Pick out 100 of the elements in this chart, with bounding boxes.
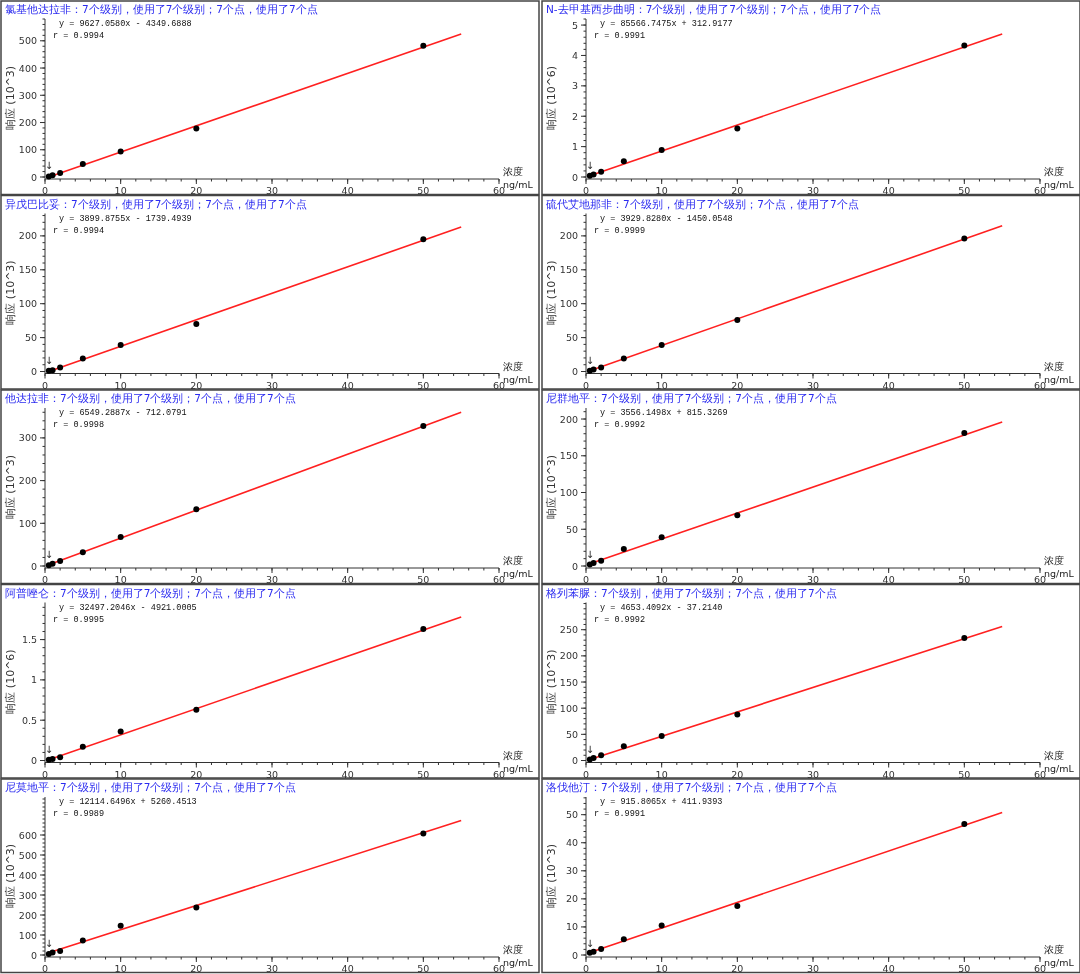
y-tick-label: 100 — [18, 144, 37, 156]
x-tick-label: 10 — [655, 574, 668, 585]
y-tick-label: 200 — [559, 650, 578, 662]
annotation: y = 6549.2887x - 712.0791 — [59, 408, 187, 418]
y-tick-label: 30 — [565, 865, 578, 877]
point — [734, 125, 741, 132]
point — [79, 549, 86, 556]
x-axis-title: 浓度 ng/mL — [1044, 749, 1075, 774]
y-tick-label: 0 — [30, 171, 37, 183]
point — [57, 364, 64, 371]
annotation: y = 9627.0580x - 4349.6888 — [59, 19, 192, 29]
x-tick-label: 40 — [882, 963, 895, 974]
x-tick-label: 0 — [41, 379, 49, 391]
x-tick-label: 10 — [114, 768, 127, 780]
y-tick-label: 100 — [559, 487, 578, 499]
point — [193, 125, 200, 132]
point — [420, 236, 427, 243]
y-tick-label: 40 — [565, 837, 578, 849]
x-tick-label: 50 — [417, 185, 430, 196]
x-tick-label: 60 — [1033, 379, 1047, 391]
chart-title: 他达拉非：7个级别，使用了7个级别；7个点，使用了7个点 — [5, 392, 296, 404]
x-tick-label: 30 — [806, 185, 820, 196]
point — [961, 42, 968, 49]
point — [420, 830, 427, 837]
x-tick-label: 30 — [265, 574, 279, 585]
x-tick-label: 0 — [582, 574, 590, 585]
y-tick-label: 300 — [18, 432, 37, 444]
x-tick-label: 60 — [492, 379, 506, 391]
x-tick-label: 10 — [114, 185, 127, 196]
y-tick-label: 200 — [559, 413, 578, 425]
point — [961, 820, 968, 827]
y-tick-label: 500 — [18, 849, 37, 861]
annotation: y = 85566.7475x + 312.9177 — [600, 19, 733, 29]
y-tick-label: 0 — [571, 171, 578, 183]
point — [620, 158, 627, 165]
y-tick-label: 10 — [565, 921, 578, 933]
chart-title: 阿普唑仑：7个级别，使用了7个级别；7个点，使用了7个点 — [5, 586, 296, 599]
y-tick-label: 600 — [18, 829, 37, 841]
point — [658, 146, 665, 153]
point — [658, 534, 665, 541]
annotation: ↓ — [585, 160, 595, 171]
annotation: ↓ — [585, 354, 595, 366]
x-tick-label: 30 — [265, 963, 279, 974]
y-tick-label: 200 — [18, 475, 37, 487]
point — [49, 172, 56, 179]
x-tick-label: 10 — [655, 185, 668, 196]
y-tick-label: 0 — [30, 560, 37, 572]
y-axis-title: 响应 (10^6) — [4, 649, 17, 714]
y-tick-label: 200 — [559, 230, 578, 242]
y-axis-title: 响应 (10^3) — [545, 649, 558, 714]
annotation: ↓ — [44, 549, 54, 560]
annotation: y = 4653.4092x - 37.2140 — [600, 602, 723, 613]
x-tick-label: 0 — [41, 574, 49, 585]
annotation: r = 0.9991 — [594, 809, 646, 819]
point — [193, 706, 200, 713]
x-tick-label: 0 — [41, 768, 49, 780]
y-tick-label: 400 — [18, 869, 37, 881]
y-tick-label: 150 — [18, 264, 37, 276]
point — [49, 755, 56, 762]
annotation: r = 0.9999 — [594, 225, 646, 236]
point — [734, 902, 741, 909]
annotation: r = 0.9992 — [594, 420, 646, 430]
point — [117, 533, 124, 540]
chart-title: 格列苯脲：7个级别，使用了7个级别；7个点，使用了7个点 — [545, 586, 837, 599]
x-axis-title: 浓度 ng/mL — [503, 166, 534, 190]
annotation: y = 3899.8755x - 1739.4939 — [59, 213, 192, 224]
x-tick-label: 60 — [492, 574, 506, 585]
x-tick-label: 20 — [190, 768, 203, 780]
annotation: ↓ — [585, 549, 595, 560]
x-axis-title: 浓度 ng/mL — [1044, 555, 1075, 579]
chart-title: 尼群地平：7个级别，使用了7个级别；7个点，使用了7个点 — [546, 392, 837, 404]
x-tick-label: 40 — [882, 185, 895, 196]
x-axis-title: 浓度 ng/mL — [1044, 360, 1075, 385]
annotation: r = 0.9995 — [53, 614, 105, 625]
x-tick-label: 20 — [190, 963, 203, 974]
point — [658, 342, 665, 349]
point — [658, 922, 665, 929]
x-tick-label: 0 — [41, 185, 49, 196]
annotation: ↓ — [44, 160, 54, 171]
point — [961, 235, 968, 242]
x-tick-label: 10 — [114, 963, 127, 974]
point — [57, 754, 64, 761]
x-tick-label: 40 — [341, 185, 354, 196]
x-tick-label: 40 — [882, 379, 895, 391]
annotation: r = 0.9992 — [594, 614, 646, 625]
x-tick-label: 20 — [731, 574, 744, 585]
y-axis-title: 响应 (10^3) — [545, 454, 558, 520]
y-axis-title: 响应 (10^3) — [4, 454, 17, 520]
x-axis-title: 浓度 ng/mL — [503, 749, 534, 774]
x-tick-label: 20 — [190, 379, 203, 391]
x-tick-label: 20 — [731, 963, 744, 974]
annotation: y = 12114.6496x + 5260.4513 — [59, 797, 197, 807]
y-tick-label: 300 — [18, 89, 37, 101]
chart-title: 尼莫地平：7个级别，使用了7个级别；7个点，使用了7个点 — [5, 781, 296, 793]
y-tick-label: 50 — [565, 523, 578, 535]
x-tick-label: 60 — [492, 185, 506, 196]
point — [117, 922, 124, 929]
y-tick-label: 100 — [18, 517, 37, 529]
x-axis-title: 浓度 ng/mL — [503, 555, 534, 579]
y-tick-label: 100 — [559, 702, 578, 714]
